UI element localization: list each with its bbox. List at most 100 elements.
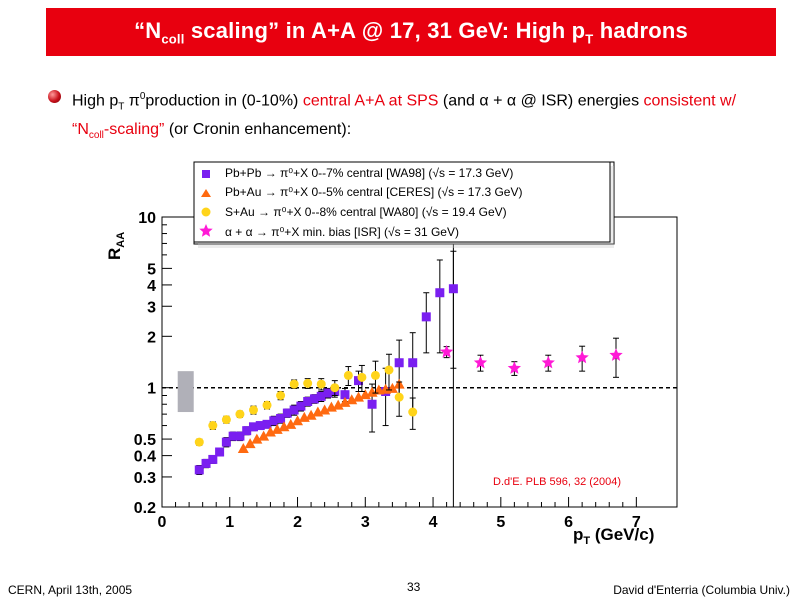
pbpb-data-point (221, 437, 231, 447)
pbpb-data-point (354, 376, 364, 386)
data-points (194, 250, 623, 476)
sau-data-point (330, 383, 340, 393)
aa-data-point (609, 348, 623, 361)
pbau-data-point (305, 409, 317, 420)
plot-frame (161, 216, 678, 508)
systematic-band (177, 371, 194, 413)
aa-data-point (507, 361, 521, 374)
pbpb-data-point (323, 388, 333, 398)
pbau-data-point (285, 418, 297, 429)
legend-square-marker (202, 170, 210, 178)
pbpb-data-point (208, 454, 218, 464)
sau-data-point (394, 392, 404, 402)
sau-data-point (276, 391, 286, 401)
sau-data-point (221, 415, 231, 425)
reference-lines (162, 217, 677, 507)
y-tick-label: 0.5 (134, 432, 156, 449)
pbau-data-point (332, 399, 344, 410)
pbpb-data-point (289, 405, 299, 415)
pbau-data-point (258, 430, 270, 441)
aa-data-point (575, 350, 589, 364)
reference-annotation: D.d'E. PLB 596, 32 (2004) (493, 476, 621, 488)
pbpb-data-point (367, 399, 377, 409)
pbpb-data-point (276, 413, 286, 423)
pbpb-data-point (316, 391, 326, 401)
pbpb-data-point (215, 447, 225, 457)
pbpb-data-point (303, 397, 313, 407)
pbau-data-point (292, 415, 304, 426)
pbpb-data-point (228, 431, 238, 441)
pbpb-data-point (296, 401, 306, 411)
x-tick-label: 5 (496, 514, 505, 531)
sau-data-point (208, 421, 218, 431)
x-axis-title: pT (GeV/c) (573, 525, 654, 547)
pbau-data-point (237, 443, 249, 454)
pbpb-data-point (201, 458, 211, 468)
bullet-icon (48, 90, 61, 103)
y-tick-label: 2 (147, 329, 156, 346)
pbpb-data-point (435, 288, 445, 298)
sau-data-point (316, 379, 326, 389)
x-tick-label: 6 (564, 514, 573, 531)
y-axis-title: RAA (105, 232, 127, 260)
sau-data-point (303, 378, 313, 388)
legend-item-pbau: Pb+Au → π⁰+X 0--5% central [CERES] (√s =… (225, 185, 522, 199)
pbau-data-point (271, 423, 283, 434)
sau-data-point (289, 379, 299, 389)
x-tick-label: 0 (158, 514, 167, 531)
legend-star-shape (199, 224, 213, 237)
legend-triangle-marker (201, 189, 211, 197)
pbpb-data-point (255, 421, 265, 431)
bullet-text: High pT π0production in (0-10%) central … (72, 91, 737, 141)
pbau-data-point (264, 426, 276, 437)
sau-data-point (370, 370, 380, 380)
sau-data-point (384, 365, 394, 375)
y-tick-label: 1 (147, 381, 156, 398)
pbpb-data-point (248, 422, 258, 432)
slide-title: “Ncoll scaling” in A+A @ 17, 31 GeV: Hig… (134, 17, 688, 47)
x-tick-label: 7 (632, 514, 641, 531)
x-tick-label: 4 (429, 514, 438, 531)
legend-circle-marker (201, 207, 211, 217)
legend-item-pbpb: Pb+Pb → π⁰+X 0--7% central [WA98] (√s = … (225, 166, 513, 180)
footer-right: David d'Enterria (Columbia Univ.) (613, 583, 790, 597)
sau-data-point (408, 407, 418, 417)
normalization-uncertainty-box (177, 371, 194, 413)
aa-data-point (439, 344, 454, 358)
sau-data-point (262, 400, 272, 410)
x-tick-label: 2 (293, 514, 302, 531)
sau-data-point (235, 409, 245, 419)
pbpb-data-point (309, 394, 319, 404)
legend-item-aa: α + α → π⁰+X min. bias [ISR] (√s = 31 Ge… (225, 225, 459, 239)
pbpb-data-point (235, 431, 245, 441)
pbpb-data-point (408, 358, 418, 368)
pbpb-data-point (269, 416, 279, 426)
footer-left: CERN, April 13th, 2005 (8, 583, 133, 597)
aa-data-point (541, 355, 555, 369)
legend-item-sau: S+Au → π⁰+X 0--8% central [WA80] (√s = 1… (225, 205, 507, 219)
sau-data-point (343, 370, 353, 380)
pbau-data-point (251, 433, 263, 444)
pbpb-data-point (282, 408, 292, 418)
y-tick-label: 10 (138, 210, 156, 227)
pbpb-data-point (194, 465, 204, 475)
sau-data-point (248, 405, 258, 415)
pbpb-data-point (262, 419, 272, 429)
legend: Pb+Pb → π⁰+X 0--7% central [WA98] (√s = … (193, 161, 615, 248)
x-tick-label: 1 (225, 514, 234, 531)
y-tick-label: 3 (147, 299, 156, 316)
pbpb-data-point (448, 284, 458, 294)
y-tick-label: 0.3 (134, 470, 156, 487)
pbau-data-point (244, 438, 256, 449)
x-tick-label: 3 (361, 514, 370, 531)
pbau-data-point (339, 396, 351, 407)
y-tick-label: 0.2 (134, 500, 156, 517)
pbpb-data-point (242, 426, 252, 436)
pbpb-data-point (340, 390, 350, 400)
page-number: 33 (407, 580, 421, 594)
pbpb-data-point (394, 358, 404, 368)
sau-data-point (194, 437, 204, 447)
y-tick-label: 4 (147, 278, 156, 295)
